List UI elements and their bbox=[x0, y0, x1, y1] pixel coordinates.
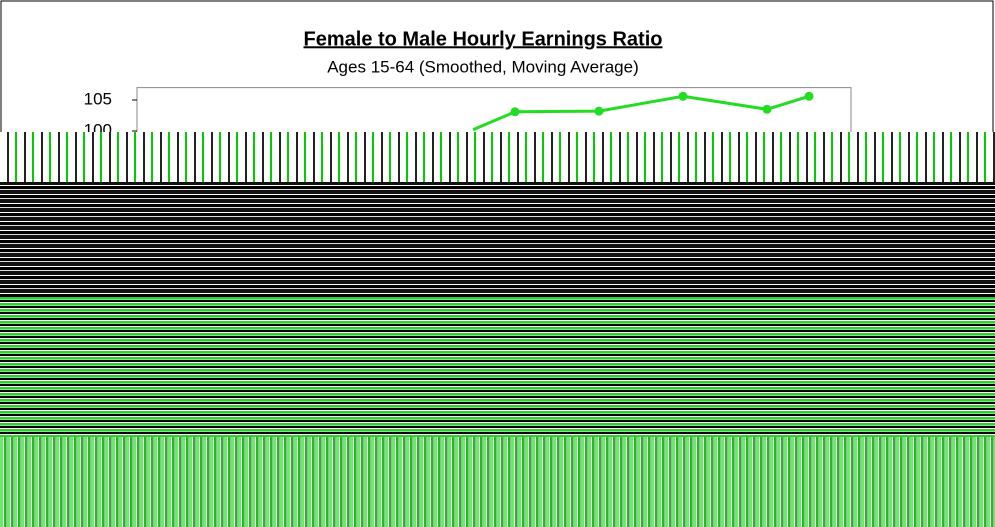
chart-title: Female to Male Hourly Earnings Ratio bbox=[304, 28, 663, 50]
chart-subtitle: Ages 15-64 (Smoothed, Moving Average) bbox=[327, 57, 639, 76]
plot-frame bbox=[136, 87, 852, 135]
image-noise bbox=[0, 297, 995, 437]
image-noise bbox=[0, 437, 995, 527]
point bbox=[510, 107, 520, 117]
image-noise bbox=[0, 132, 995, 182]
series-line bbox=[472, 94, 810, 132]
point bbox=[594, 106, 604, 116]
point bbox=[678, 91, 688, 101]
point bbox=[762, 104, 772, 114]
y-tick-label: 105 bbox=[84, 89, 112, 108]
image-noise bbox=[0, 182, 995, 297]
point bbox=[804, 91, 814, 101]
